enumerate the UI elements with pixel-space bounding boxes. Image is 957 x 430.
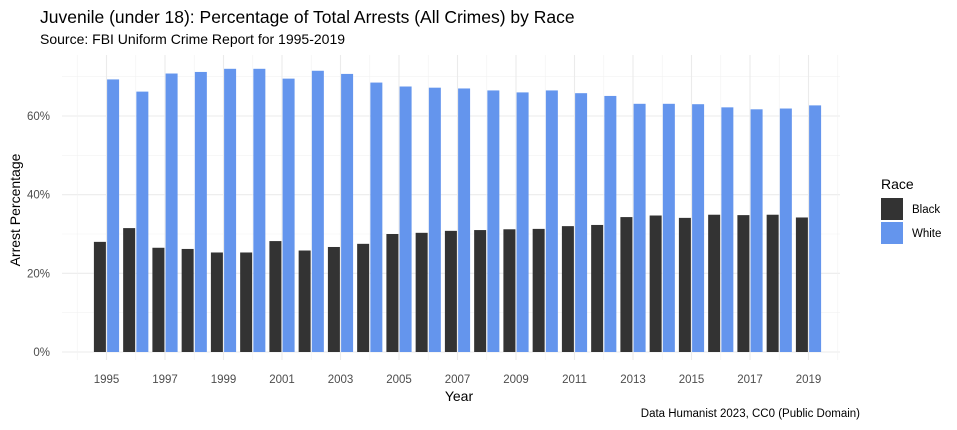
bar-black-1999 <box>210 252 223 352</box>
bar-black-2017 <box>737 215 750 352</box>
x-tick-label: 2011 <box>562 374 587 386</box>
bar-black-2006 <box>415 232 428 352</box>
x-tick-label: 2007 <box>445 374 471 386</box>
chart-caption: Data Humanist 2023, CC0 (Public Domain) <box>640 408 860 420</box>
x-tick-label: 1999 <box>211 374 237 386</box>
bar-black-1996 <box>123 228 136 352</box>
y-axis-title: Arrest Percentage <box>7 153 23 266</box>
x-tick-label: 2001 <box>269 374 295 386</box>
legend-label-black: Black <box>912 204 940 216</box>
x-tick-label: 2009 <box>503 374 529 386</box>
bar-black-2002 <box>298 250 311 352</box>
bar-white-2004 <box>370 82 383 353</box>
x-axis-ticks: 1995 1997 1999 2001 2003 2005 2007 2009 2011 2013… <box>94 374 822 386</box>
bar-white-2014 <box>662 103 675 352</box>
x-tick-label: 2019 <box>796 374 822 386</box>
bar-black-2004 <box>357 243 370 352</box>
bar-black-2013 <box>620 217 633 352</box>
chart-title: Juvenile (under 18): Percentage of Total… <box>40 7 575 27</box>
bar-black-2011 <box>561 226 574 352</box>
bar-black-2016 <box>708 214 721 352</box>
bar-white-2008 <box>487 90 500 352</box>
bar-white-2019 <box>809 105 822 352</box>
bar-black-2007 <box>444 230 457 352</box>
y-tick-label: 60% <box>27 111 50 123</box>
bar-white-2000 <box>253 68 266 353</box>
bar-black-2001 <box>269 241 282 352</box>
bar-white-1995 <box>107 79 120 353</box>
legend-key-white <box>881 222 903 244</box>
bar-white-2002 <box>311 70 324 353</box>
bar-white-1998 <box>194 71 207 353</box>
bar-black-2015 <box>678 217 691 352</box>
x-tick-label: 2017 <box>737 374 763 386</box>
bar-black-2012 <box>591 224 604 352</box>
bar-white-2006 <box>428 87 441 353</box>
bar-white-2017 <box>750 109 763 353</box>
bar-white-2009 <box>516 92 529 353</box>
x-tick-label: 2005 <box>386 374 412 386</box>
y-tick-label: 0% <box>33 347 50 359</box>
bar-black-2019 <box>795 217 808 352</box>
bars <box>93 68 822 353</box>
bar-white-2012 <box>604 95 617 352</box>
bar-black-1995 <box>93 241 106 352</box>
x-tick-label: 2003 <box>328 374 354 386</box>
x-tick-label: 2013 <box>620 374 646 386</box>
y-tick-label: 20% <box>27 268 50 280</box>
bar-white-1999 <box>224 68 237 353</box>
bar-white-2003 <box>341 73 354 352</box>
y-tick-label: 40% <box>27 190 50 202</box>
bar-black-1998 <box>181 248 194 352</box>
legend-title: Race <box>881 176 914 192</box>
legend-label-white: White <box>912 228 941 240</box>
x-axis-title: Year <box>445 388 474 404</box>
bar-black-2005 <box>386 234 399 352</box>
bar-black-2009 <box>503 229 516 352</box>
bar-white-2018 <box>779 108 792 352</box>
bar-white-2001 <box>282 78 295 352</box>
bar-white-2005 <box>399 86 412 352</box>
legend: Race Black White <box>881 176 941 244</box>
bar-black-2014 <box>649 215 662 352</box>
bar-white-2011 <box>575 93 588 352</box>
bar-white-2010 <box>545 90 558 352</box>
bar-black-2010 <box>532 228 545 352</box>
bar-white-2016 <box>721 107 734 352</box>
bar-white-2007 <box>458 88 471 352</box>
bar-black-2008 <box>474 230 487 352</box>
legend-key-black <box>881 198 903 220</box>
bar-black-1997 <box>152 247 165 352</box>
x-tick-label: 2015 <box>679 374 705 386</box>
bar-white-2013 <box>633 103 646 352</box>
bar-white-1996 <box>136 91 149 352</box>
bar-black-2003 <box>327 246 340 352</box>
y-axis-ticks: 0% 20% 40% 60% <box>27 111 50 359</box>
x-tick-label: 1995 <box>94 374 120 386</box>
x-tick-label: 1997 <box>152 374 178 386</box>
bar-white-2015 <box>692 104 705 352</box>
bar-black-2018 <box>766 214 779 352</box>
chart-subtitle: Source: FBI Uniform Crime Report for 199… <box>40 31 346 47</box>
bar-white-1997 <box>165 73 178 353</box>
bar-black-2000 <box>240 252 253 352</box>
